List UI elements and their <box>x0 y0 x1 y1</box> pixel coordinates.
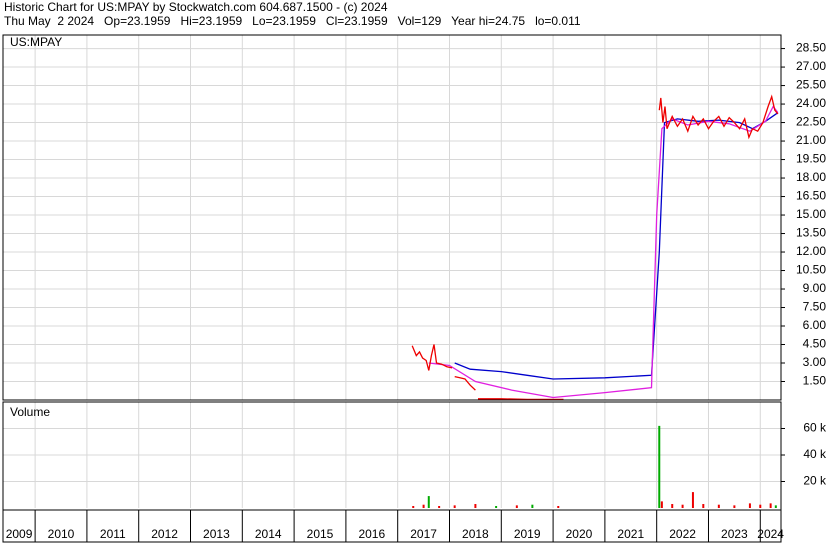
price-line <box>454 375 476 391</box>
x-tick-label: 2011 <box>100 527 126 541</box>
y-tick-label: 18.00 <box>796 170 826 184</box>
price-line <box>658 94 779 140</box>
price-panel: 1.50 3.00 4.50 6.00 7.50 9.00 10.50 12.00 13.50 1… <box>3 35 827 401</box>
y-tick-label: 20 k <box>803 474 827 488</box>
x-tick-label: 2010 <box>48 527 75 541</box>
price-label: US:MPAY <box>10 35 62 49</box>
x-tick-label: 2017 <box>410 527 437 541</box>
y-tick-label: 27.00 <box>796 59 826 73</box>
volume-panel: 20 k 40 k 60 k <box>3 402 827 508</box>
x-tick-label: 2022 <box>669 527 696 541</box>
x-tick-label: 2020 <box>566 527 593 541</box>
price-frame <box>2 34 782 401</box>
y-tick-label: 4.50 <box>803 337 827 351</box>
y-tick-label: 28.50 <box>796 41 826 55</box>
y-tick-label: 24.00 <box>796 96 826 110</box>
price-line <box>478 398 564 401</box>
x-tick-label: 2018 <box>462 527 489 541</box>
x-tick-label: 2024 <box>757 527 784 541</box>
y-tick-label: 16.50 <box>796 189 826 203</box>
y-tick-label: 21.00 <box>796 133 826 147</box>
y-tick-label: 9.00 <box>803 281 827 295</box>
header-title: Historic Chart for US:MPAY by Stockwatch… <box>4 0 388 14</box>
y-tick-label: 60 k <box>803 421 827 435</box>
y-tick-label: 13.50 <box>796 226 826 240</box>
x-axis-frame <box>2 509 782 543</box>
y-tick-label: 25.50 <box>796 78 826 92</box>
x-tick-label: 2021 <box>617 527 644 541</box>
x-tick-label: 2009 <box>6 527 33 541</box>
y-tick-label: 19.50 <box>796 152 826 166</box>
y-tick-label: 6.00 <box>803 318 827 332</box>
x-tick-label: 2016 <box>358 527 385 541</box>
y-tick-label: 3.00 <box>803 355 827 369</box>
y-tick-label: 15.00 <box>796 207 826 221</box>
x-tick-label: 2023 <box>721 527 748 541</box>
x-tick-label: 2014 <box>255 527 282 541</box>
x-tick-label: 2012 <box>151 527 178 541</box>
x-tick-label: 2019 <box>514 527 541 541</box>
x-tick-label: 2015 <box>307 527 334 541</box>
y-tick-label: 12.00 <box>796 244 826 258</box>
y-tick-label: 10.50 <box>796 263 826 277</box>
header-quote: Thu May 2 2024 Op=23.1959 Hi=23.1959 Lo=… <box>4 14 581 28</box>
y-tick-label: 22.50 <box>796 115 826 129</box>
volume-label: Volume <box>10 405 50 419</box>
y-tick-label: 1.50 <box>803 374 827 388</box>
price-line <box>428 105 779 399</box>
price-line <box>411 344 453 371</box>
y-tick-label: 7.50 <box>803 300 827 314</box>
x-tick-label: 2013 <box>203 527 230 541</box>
y-tick-label: 40 k <box>803 447 827 461</box>
